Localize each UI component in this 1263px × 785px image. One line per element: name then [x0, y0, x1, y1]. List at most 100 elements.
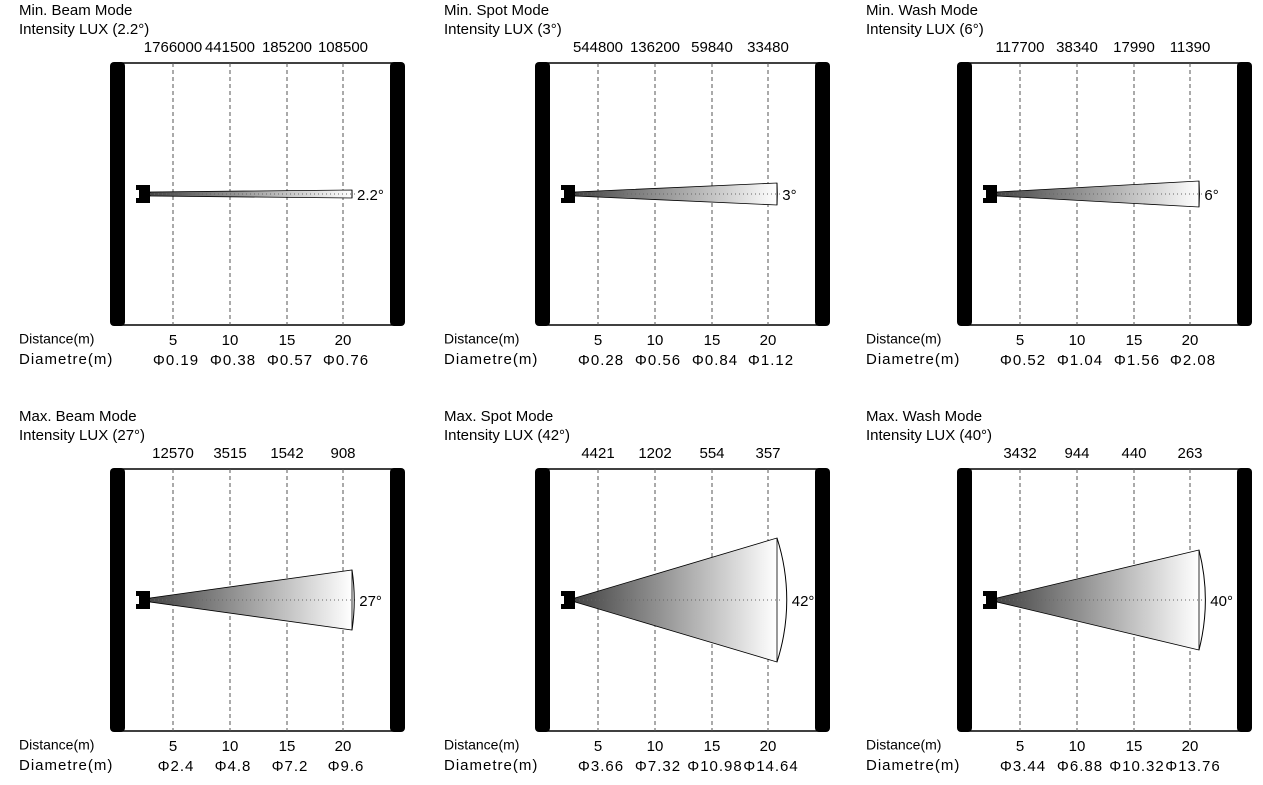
- panel: Max. Beam Mode Intensity LUX (27°) 12570 5 Φ…: [19, 408, 405, 775]
- diameter: Φ1.04: [1057, 352, 1103, 369]
- panel-title: Min. Beam Mode: [19, 2, 132, 19]
- diameter: Φ14.64: [743, 758, 799, 775]
- panel-subtitle: Intensity LUX (40°): [866, 427, 992, 444]
- diameter-label: Diametre(m): [866, 757, 960, 774]
- diameter: Φ0.84: [692, 352, 738, 369]
- diameter-label: Diametre(m): [444, 757, 538, 774]
- diameter: Φ4.8: [215, 758, 252, 775]
- panel: Max. Wash Mode Intensity LUX (40°) 3432 5 Φ3…: [866, 408, 1252, 775]
- diameter: Φ2.08: [1170, 352, 1216, 369]
- distance-label: Distance(m): [19, 737, 94, 753]
- angle-label: 27°: [359, 593, 382, 610]
- distance: 20: [1182, 332, 1199, 349]
- diameter: Φ0.76: [323, 352, 369, 369]
- diameter: Φ3.66: [578, 758, 624, 775]
- panel: Min. Wash Mode Intensity LUX (6°) 117700 5 Φ…: [866, 2, 1252, 369]
- intensity: 1542: [270, 445, 303, 462]
- distance: 10: [222, 738, 239, 755]
- diameter: Φ0.56: [635, 352, 681, 369]
- fixture: [561, 591, 575, 609]
- distance: 20: [760, 332, 777, 349]
- diameter-label: Diametre(m): [19, 757, 113, 774]
- intensity: 38340: [1056, 39, 1098, 56]
- diameter: Φ0.52: [1000, 352, 1046, 369]
- intensity: 3515: [213, 445, 246, 462]
- panel-subtitle: Intensity LUX (3°): [444, 21, 562, 38]
- panel-subtitle: Intensity LUX (42°): [444, 427, 570, 444]
- right-bar: [390, 468, 405, 732]
- intensity: 185200: [262, 39, 312, 56]
- left-bar: [535, 62, 550, 326]
- fixture: [983, 591, 997, 609]
- left-bar: [957, 468, 972, 732]
- distance: 10: [1069, 332, 1086, 349]
- distance: 20: [760, 738, 777, 755]
- panel-subtitle: Intensity LUX (27°): [19, 427, 145, 444]
- intensity: 441500: [205, 39, 255, 56]
- fixture: [983, 185, 997, 203]
- panel-title: Max. Spot Mode: [444, 408, 553, 425]
- distance: 5: [594, 738, 602, 755]
- diameter: Φ2.4: [158, 758, 195, 775]
- distance: 10: [647, 738, 664, 755]
- diameter: Φ9.6: [328, 758, 365, 775]
- distance-label: Distance(m): [444, 331, 519, 347]
- intensity: 1202: [638, 445, 671, 462]
- distance: 5: [169, 332, 177, 349]
- intensity: 908: [330, 445, 355, 462]
- distance: 5: [594, 332, 602, 349]
- distance: 15: [704, 738, 721, 755]
- intensity: 3432: [1003, 445, 1036, 462]
- distance: 10: [1069, 738, 1086, 755]
- diameter: Φ0.19: [153, 352, 199, 369]
- distance: 15: [279, 738, 296, 755]
- distance-label: Distance(m): [444, 737, 519, 753]
- diameter: Φ1.56: [1114, 352, 1160, 369]
- fixture: [136, 185, 150, 203]
- intensity: 59840: [691, 39, 733, 56]
- distance: 5: [1016, 738, 1024, 755]
- angle-label: 3°: [782, 187, 796, 204]
- intensity: 108500: [318, 39, 368, 56]
- panel-title: Min. Spot Mode: [444, 2, 549, 19]
- left-bar: [957, 62, 972, 326]
- fixture: [136, 591, 150, 609]
- distance: 15: [279, 332, 296, 349]
- angle-label: 6°: [1204, 187, 1218, 204]
- panel: Max. Spot Mode Intensity LUX (42°) 4421 5 Φ3…: [444, 408, 830, 775]
- diameter: Φ10.98: [687, 758, 743, 775]
- distance: 10: [647, 332, 664, 349]
- fixture: [561, 185, 575, 203]
- right-bar: [815, 468, 830, 732]
- panel: Min. Beam Mode Intensity LUX (2.2°)176600…: [19, 2, 405, 369]
- intensity: 12570: [152, 445, 194, 462]
- intensity: 4421: [581, 445, 614, 462]
- right-bar: [390, 62, 405, 326]
- distance: 5: [169, 738, 177, 755]
- panel: Min. Spot Mode Intensity LUX (3°) 544800 5 Φ…: [444, 2, 830, 369]
- angle-arc: [351, 569, 355, 631]
- diameter: Φ6.88: [1057, 758, 1103, 775]
- diameter: Φ13.76: [1165, 758, 1221, 775]
- distance: 10: [222, 332, 239, 349]
- diameter-label: Diametre(m): [19, 351, 113, 368]
- angle-arc: [1198, 549, 1206, 651]
- intensity: 440: [1121, 445, 1146, 462]
- distance-label: Distance(m): [866, 331, 941, 347]
- diameter: Φ3.44: [1000, 758, 1046, 775]
- intensity: 944: [1064, 445, 1089, 462]
- left-bar: [535, 468, 550, 732]
- panel-subtitle: Intensity LUX (2.2°): [19, 21, 149, 38]
- panel-title: Max. Wash Mode: [866, 408, 982, 425]
- diameter: Φ7.2: [272, 758, 309, 775]
- diameter: Φ0.28: [578, 352, 624, 369]
- intensity: 17990: [1113, 39, 1155, 56]
- panel-title: Min. Wash Mode: [866, 2, 978, 19]
- angle-label: 2.2°: [357, 187, 384, 204]
- intensity: 357: [755, 445, 780, 462]
- diameter-label: Diametre(m): [444, 351, 538, 368]
- diameter: Φ10.32: [1109, 758, 1165, 775]
- distance: 20: [335, 332, 352, 349]
- intensity: 33480: [747, 39, 789, 56]
